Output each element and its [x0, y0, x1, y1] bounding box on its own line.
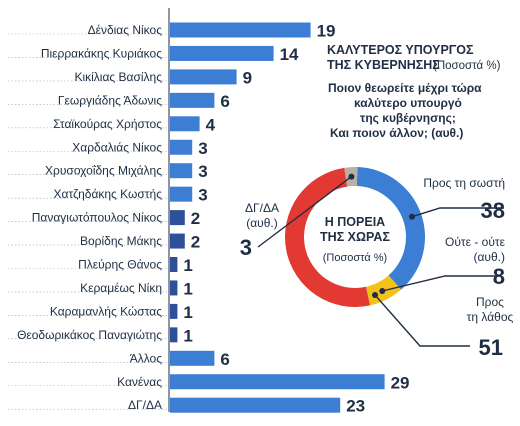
- slice-label-wrong: Προς: [476, 295, 504, 309]
- donut-slice: [285, 167, 371, 307]
- bar-value-label: 3: [198, 139, 207, 158]
- bar: [170, 303, 178, 319]
- bar-category-label: Δένδιας Νίκος: [88, 23, 163, 37]
- bar-value-label: 14: [280, 45, 299, 64]
- bar-category-label: Σταϊκούρας Χρήστος: [53, 117, 162, 131]
- bar-category-label: Γεωργιάδης Άδωνις: [58, 93, 162, 107]
- bar: [170, 22, 311, 38]
- bar-category-label: Άλλος: [130, 351, 163, 365]
- chart-subtitle: (Ποσοστά %): [433, 60, 501, 72]
- leader-dot: [348, 173, 355, 180]
- bar-category-label: Παναγιωτόπουλος Νίκος: [32, 211, 162, 225]
- slice-label-dkna: ΔΓ/ΔΑ: [245, 201, 279, 215]
- bar: [170, 397, 341, 413]
- bar: [170, 233, 185, 249]
- bar-category-label: Χατζηδάκης Κωστής: [54, 187, 163, 201]
- leader-line: [382, 275, 500, 292]
- bar-value-label: 1: [183, 256, 192, 275]
- bar-category-label: Θεοδωρικάκος Παναγιώτης: [17, 328, 162, 342]
- leader-dot: [408, 213, 415, 220]
- question-line-2: καλύτερο υπουργό: [354, 96, 462, 110]
- slice-value-wrong: 51: [479, 335, 503, 360]
- slice-label-wrong-sub: τη λάθος: [467, 310, 514, 324]
- chart-title-line-1: ΚΑΛΥΤΕΡΟΣ ΥΠΟΥΡΓΟΣ: [327, 43, 474, 57]
- slice-value-dkna: 3: [240, 235, 252, 260]
- bar-category-label: Χαρδαλιάς Νίκος: [72, 140, 162, 154]
- leader-dot: [372, 292, 378, 298]
- bar: [170, 45, 274, 61]
- question-line-1: Ποιον θεωρείτε μέχρι τώρα: [328, 81, 482, 95]
- bar-value-label: 23: [346, 397, 365, 416]
- donut-title-line-2: ΤΗΣ ΧΩΡΑΣ: [320, 230, 390, 244]
- leader-line: [411, 207, 504, 218]
- leader-dot: [379, 288, 386, 295]
- slice-label-neither: Ούτε - ούτε: [445, 235, 506, 249]
- bar-value-label: 1: [183, 279, 192, 298]
- bar-value-label: 9: [243, 68, 252, 87]
- leader-line: [374, 294, 470, 347]
- bar: [170, 139, 193, 155]
- bar: [170, 210, 185, 226]
- bar-value-label: 3: [198, 186, 207, 205]
- bar-value-label: 3: [198, 162, 207, 181]
- donut-slice: [356, 167, 426, 290]
- bar-value-label: 6: [220, 92, 229, 111]
- bar: [170, 374, 385, 390]
- bar-value-label: 4: [206, 115, 216, 134]
- bar-value-label: 6: [220, 350, 229, 369]
- bar-value-label: 2: [191, 233, 200, 252]
- question-line-4: Και ποιον άλλον; (αυθ.): [330, 126, 463, 140]
- chart-title-line-2: ΤΗΣ ΚΥΒΕΡΝΗΣΗΣ: [327, 58, 440, 72]
- bar-category-label: Βορίδης Μάκης: [80, 234, 162, 248]
- bar-category-label: Κικίλιας Βασίλης: [74, 70, 162, 84]
- bar-category-label: Πιερρακάκης Κυριάκος: [41, 46, 162, 60]
- bar-category-label: Πλεύρης Θάνος: [78, 258, 162, 272]
- slice-label-right: Προς τη σωστή: [423, 176, 505, 190]
- bar: [170, 257, 178, 272]
- bar: [170, 280, 178, 296]
- donut-subtitle: (Ποσοστά %): [323, 252, 387, 264]
- question-line-3: της κυβέρνησης;: [360, 111, 456, 125]
- slice-value-neither: 8: [493, 264, 505, 289]
- bar-chart-title-block: ΚΑΛΥΤΕΡΟΣ ΥΠΟΥΡΓΟΣ ΤΗΣ ΚΥΒΕΡΝΗΣΗΣ (Ποσοσ…: [327, 43, 501, 140]
- slice-label-neither-sub: (αυθ.): [474, 250, 506, 264]
- donut-title-line-1: Η ΠΟΡΕΙΑ: [325, 215, 385, 229]
- bar-category-label: Κεραμέως Νίκη: [80, 281, 162, 295]
- slice-value-right: 38: [481, 198, 505, 223]
- bar-category-label: Καραμανλής Κώστας: [50, 304, 162, 318]
- bar: [170, 186, 193, 202]
- bar: [170, 69, 237, 85]
- slice-label-dkna-sub: (αυθ.): [246, 216, 278, 230]
- bar-value-label: 29: [391, 373, 410, 392]
- bar-category-label: ΔΓ/ΔΑ: [128, 398, 162, 412]
- bar: [170, 163, 193, 179]
- bar-value-label: 2: [191, 209, 200, 228]
- bar: [170, 350, 215, 366]
- bar-category-label: Χρυσοχοΐδης Μιχάλης: [45, 164, 162, 178]
- bar-category-label: Κανένας: [117, 375, 162, 389]
- bar-value-label: 19: [317, 22, 336, 41]
- bar: [170, 327, 178, 343]
- bar-value-label: 1: [183, 303, 192, 322]
- leader-line: [257, 176, 352, 248]
- bar: [170, 116, 200, 132]
- bar-value-label: 1: [183, 326, 192, 345]
- bar: [170, 92, 215, 108]
- donut-center-labels: Η ΠΟΡΕΙΑ ΤΗΣ ΧΩΡΑΣ (Ποσοστά %): [320, 215, 390, 264]
